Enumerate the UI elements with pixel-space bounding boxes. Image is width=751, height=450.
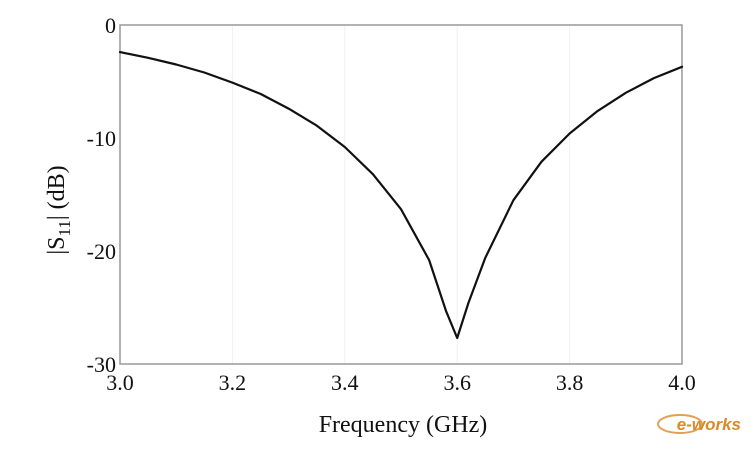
x-tick-label-4: 3.8: [556, 370, 584, 395]
y-tick-label-0: 0: [105, 13, 116, 38]
y-axis-ticks: 0 -10 -20 -30: [87, 13, 116, 377]
x-axis-ticks: 3.0 3.2 3.4 3.6 3.8 4.0: [106, 370, 696, 395]
x-tick-label-3: 3.6: [443, 370, 471, 395]
y-tick-label-2: -20: [87, 239, 116, 264]
x-axis-label: Frequency (GHz): [319, 412, 488, 438]
x-tick-label-5: 4.0: [668, 370, 696, 395]
series-line-0: [118, 50, 684, 340]
x-tick-label-0: 3.0: [106, 370, 134, 395]
y-axis-label-tail: | (dB): [44, 165, 70, 220]
watermark-swoosh: [657, 414, 703, 434]
x-tick-label-2: 3.4: [331, 370, 359, 395]
y-tick-label-3: -30: [87, 352, 116, 377]
plot-frame: [119, 24, 683, 365]
y-axis-label: |S11| (dB): [44, 165, 74, 254]
watermark: e-works: [657, 414, 741, 434]
watermark-text: e-works: [677, 415, 741, 434]
series-layer: [118, 50, 684, 340]
y-axis-label-subscript: 11: [55, 220, 74, 236]
y-tick-label-1: -10: [87, 126, 116, 151]
grid-lines: [119, 25, 683, 364]
x-tick-label-1: 3.2: [219, 370, 247, 395]
y-axis-label-main: |S: [44, 237, 70, 255]
